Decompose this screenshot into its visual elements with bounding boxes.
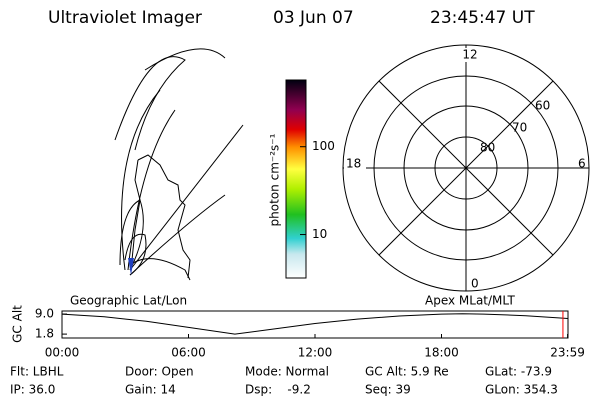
lat-label: 80: [480, 141, 495, 155]
status-field: Mode: Normal: [245, 365, 329, 379]
map-line: [127, 109, 176, 271]
map-caption: Geographic Lat/Lon: [70, 294, 187, 308]
mlt-label: 0: [471, 277, 479, 291]
status-field: GLat: -73.9: [485, 365, 552, 379]
status-field: Seq: 39: [365, 383, 411, 397]
status-field: Door: Open: [125, 365, 194, 379]
lat-label: 70: [512, 121, 527, 135]
x-tick-label: 18:00: [424, 346, 459, 360]
polar-caption: Apex MLat/MLT: [425, 294, 515, 308]
status-field: Flt: LBHL: [10, 365, 64, 379]
colorbar-tick-label: 10: [312, 227, 327, 241]
map-line: [124, 233, 147, 276]
x-tick-label: 00:00: [45, 346, 80, 360]
polar-grid: [342, 44, 590, 292]
status-field: Gain: 14: [125, 383, 176, 397]
coastline: [137, 154, 191, 279]
plot-frame: [61, 310, 569, 339]
x-tick-label: 12:00: [298, 346, 333, 360]
colorbar: [285, 79, 307, 279]
map-line: [129, 258, 191, 281]
y-tick-label: 1.8: [35, 327, 54, 341]
mlt-label: 12: [462, 48, 477, 62]
map-line: [114, 56, 186, 151]
time: 23:45:47 UT: [430, 8, 535, 28]
mlt-label: 18: [346, 157, 361, 171]
map-line: [129, 124, 244, 271]
mlt-label: 6: [578, 157, 586, 171]
colorbar-tick-label: 100: [312, 139, 335, 153]
x-tick-label: 06:00: [171, 346, 206, 360]
label-bg: [344, 157, 366, 171]
status-field: Dsp: -9.2: [245, 383, 311, 397]
date: 03 Jun 07: [273, 8, 354, 28]
coastline: [131, 159, 141, 261]
footprint: [128, 258, 134, 275]
lat-label: 60: [535, 99, 550, 113]
y-tick-label: 9.0: [35, 307, 54, 321]
map-line: [144, 48, 226, 71]
mlt-line: [378, 80, 554, 256]
y-axis-label: GC Alt: [11, 305, 25, 343]
map: [114, 48, 244, 281]
x-tick-label: 23:59: [550, 346, 585, 360]
status-field: IP: 36.0: [10, 383, 55, 397]
title: Ultraviolet Imager: [48, 8, 202, 28]
status-field: GLon: 354.3: [485, 383, 558, 397]
status-field: GC Alt: 5.9 Re: [365, 365, 449, 379]
altitude-line: [61, 313, 569, 335]
map-line: [129, 194, 226, 276]
label-bg: [460, 48, 480, 62]
colorbar-label: photon cm⁻²s⁻¹: [268, 133, 282, 226]
map-line: [121, 89, 161, 271]
